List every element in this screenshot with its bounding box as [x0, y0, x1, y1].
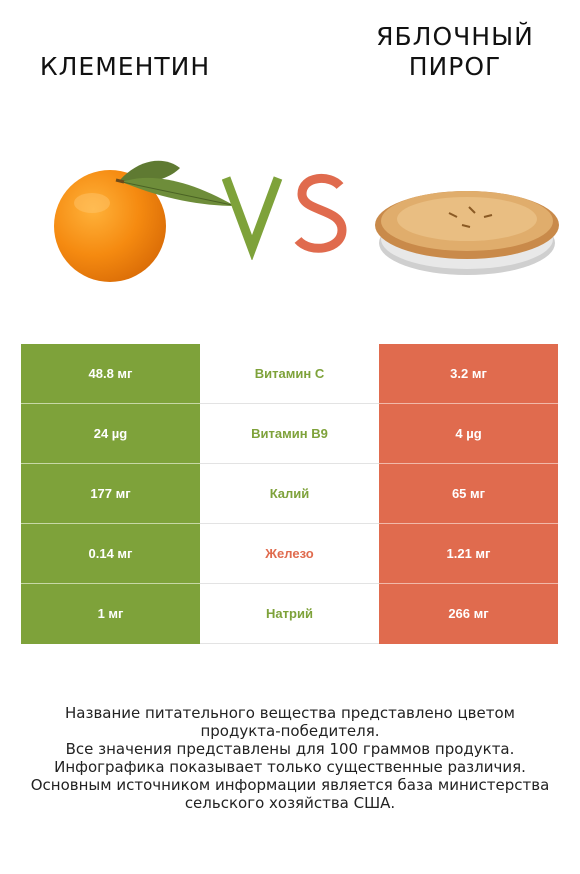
table-row: 0.14 мг Железо 1.21 мг [21, 523, 558, 584]
right-value: 266 мг [379, 583, 558, 644]
left-value: 48.8 мг [21, 344, 200, 404]
comparison-table: 48.8 мг Витамин C 3.2 мг 24 µg Витамин B… [21, 344, 558, 644]
nutrient-name: Калий [200, 463, 379, 524]
nutrient-name: Витамин C [200, 344, 379, 404]
nutrient-name: Железо [200, 523, 379, 584]
vs-label [222, 174, 347, 260]
nutrient-name: Витамин B9 [200, 403, 379, 464]
right-value: 1.21 мг [379, 523, 558, 584]
footer-line: Все значения представлены для 100 граммо… [65, 740, 515, 758]
left-value: 0.14 мг [21, 523, 200, 584]
footer-line: Инфографика показывает только существенн… [54, 758, 526, 776]
left-food-title: КЛЕМЕНТИН [39, 52, 211, 81]
footer-line: Основным источником информации является … [30, 776, 550, 794]
table-row: 48.8 мг Витамин C 3.2 мг [21, 344, 558, 404]
right-title-line2: ПИРОГ [408, 52, 502, 81]
footer-notes: Название питательного вещества представл… [20, 704, 560, 812]
right-title-line1: ЯБЛОЧНЫЙ [376, 22, 534, 51]
right-value: 3.2 мг [379, 344, 558, 404]
nutrient-name: Натрий [200, 583, 379, 644]
left-value: 177 мг [21, 463, 200, 524]
footer-line: продукта-победителя. [200, 722, 380, 740]
clementine-image [54, 160, 235, 282]
left-value: 1 мг [21, 583, 200, 644]
footer-line: Название питательного вещества представл… [65, 704, 515, 722]
right-value: 65 мг [379, 463, 558, 524]
table-row: 177 мг Калий 65 мг [21, 463, 558, 524]
footer-line: сельского хозяйства США. [184, 794, 396, 812]
table-row: 24 µg Витамин B9 4 µg [21, 403, 558, 464]
right-food-title: ЯБЛОЧНЫЙ ПИРОГ [350, 22, 560, 82]
table-row: 1 мг Натрий 266 мг [21, 583, 558, 644]
right-value: 4 µg [379, 403, 558, 464]
left-value: 24 µg [21, 403, 200, 464]
apple-pie-image [375, 191, 559, 275]
